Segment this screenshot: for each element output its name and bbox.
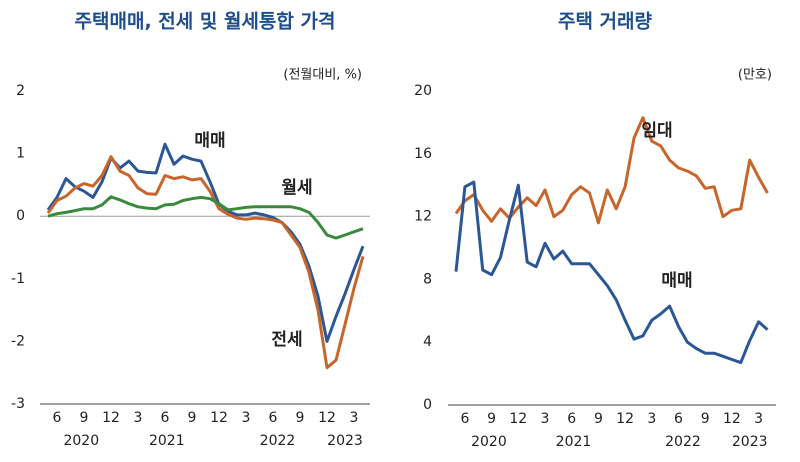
x-tick-label: 6 <box>460 411 469 427</box>
x-tick-label: 6 <box>161 410 170 426</box>
y-tick-label: -3 <box>11 396 25 412</box>
series-line <box>454 180 769 365</box>
x-tick-label: 9 <box>296 410 305 426</box>
y-tick-label: 4 <box>423 334 432 350</box>
x-tick-label: 12 <box>318 410 336 426</box>
series-line <box>454 116 769 225</box>
x-tick-label: 3 <box>541 411 550 427</box>
y-tick-label: 1 <box>16 146 25 162</box>
series-line <box>46 155 365 370</box>
year-label: 2023 <box>732 434 768 450</box>
x-tick-label: 3 <box>242 410 251 426</box>
y-tick-label: 16 <box>414 146 432 162</box>
year-label: 2022 <box>665 434 701 450</box>
x-tick-label: 6 <box>269 410 278 426</box>
chart-title: 주택매매, 전세 및 월세통합 가격 <box>75 11 336 33</box>
x-tick-label: 12 <box>616 411 634 427</box>
series-label: 임대 <box>641 120 672 141</box>
x-tick-label: 3 <box>134 410 143 426</box>
x-tick-label: 9 <box>188 410 197 426</box>
x-tick-label: 9 <box>594 411 603 427</box>
y-axis-unit: (만호) <box>738 68 772 83</box>
year-label: 2022 <box>260 433 296 449</box>
y-tick-label: 20 <box>414 83 432 99</box>
y-tick-label: 12 <box>414 209 432 225</box>
x-tick-label: 6 <box>53 410 62 426</box>
series-line <box>47 195 364 240</box>
y-tick-label: 0 <box>423 397 432 413</box>
year-label: 2023 <box>327 433 363 449</box>
x-tick-label: 3 <box>647 411 656 427</box>
y-axis-unit: (전월대비, %) <box>283 68 362 83</box>
year-label: 2020 <box>471 434 507 450</box>
y-tick-label: 8 <box>423 271 432 287</box>
x-tick-label: 6 <box>567 411 576 427</box>
x-tick-label: 12 <box>723 411 741 427</box>
x-tick-label: 3 <box>754 411 763 427</box>
series-label: 매매 <box>194 131 225 151</box>
x-tick-label: 12 <box>509 411 527 427</box>
x-tick-label: 9 <box>80 410 89 426</box>
series-line <box>46 142 365 343</box>
x-tick-label: 9 <box>487 411 496 427</box>
year-label: 2020 <box>63 433 99 449</box>
year-label: 2021 <box>556 434 592 450</box>
y-tick-label: 2 <box>16 83 25 99</box>
series-label: 월세 <box>281 178 312 198</box>
chart-title: 주택 거래량 <box>558 11 653 33</box>
y-tick-label: -2 <box>11 333 25 349</box>
year-label: 2021 <box>149 433 185 449</box>
x-tick-label: 6 <box>674 411 683 427</box>
x-tick-label: 9 <box>701 411 710 427</box>
x-tick-label: 12 <box>102 410 120 426</box>
x-tick-label: 12 <box>210 410 228 426</box>
x-tick-label: 3 <box>350 410 359 426</box>
y-tick-label: 0 <box>16 208 25 224</box>
y-tick-label: -1 <box>11 271 25 287</box>
series-label: 매매 <box>661 271 692 291</box>
series-label: 전세 <box>271 330 302 350</box>
